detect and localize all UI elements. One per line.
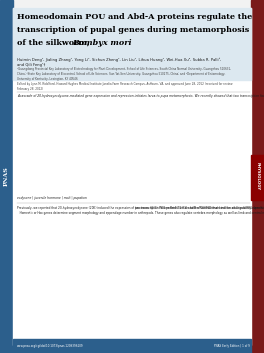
Bar bbox=[13, 8, 251, 80]
Text: ecdysone | juvenile hormone | molt | pupation: ecdysone | juvenile hormone | molt | pup… bbox=[17, 196, 87, 200]
Text: PNAS Early Edition | 1 of 9: PNAS Early Edition | 1 of 9 bbox=[214, 344, 250, 348]
Text: Edited by Lynn M. Riddiford, Howard Hughes Medical Institute Janelia Farm Resear: Edited by Lynn M. Riddiford, Howard Hugh… bbox=[17, 82, 233, 91]
Text: PHYSIOLOGY: PHYSIOLOGY bbox=[256, 162, 260, 190]
Text: PNAS: PNAS bbox=[4, 166, 9, 186]
Text: Previously, we reported that 20-hydroxyecdysone (20E) induced the expression of : Previously, we reported that 20-hydroxye… bbox=[17, 206, 264, 215]
Text: ¹Guangdong Provincial Key Laboratory of Biotechnology for Plant Development, Sch: ¹Guangdong Provincial Key Laboratory of … bbox=[17, 67, 231, 81]
Text: Huimin Deng¹, Jialing Zhang¹, Yong Li¹, Sichun Zheng¹, Lin Liu¹, Lihua Huang¹, W: Huimin Deng¹, Jialing Zhang¹, Yong Li¹, … bbox=[17, 57, 221, 67]
Bar bbox=[251, 155, 264, 200]
Text: Homeodomain POU and Abd-A proteins regulate the: Homeodomain POU and Abd-A proteins regul… bbox=[17, 13, 252, 21]
Bar bbox=[13, 339, 251, 353]
Bar bbox=[0, 0, 13, 353]
Text: www.pnas.org/cgi/doi/10.1073/pnas.1209396109: www.pnas.org/cgi/doi/10.1073/pnas.120939… bbox=[17, 344, 84, 348]
Text: transcription of pupal genes during metamorphosis: transcription of pupal genes during meta… bbox=[17, 26, 249, 34]
Bar bbox=[251, 0, 264, 353]
Text: Bombyx mori: Bombyx mori bbox=[72, 39, 131, 47]
Text: processes (4, 5). POU proteins contain both a homeodomain and an additional POU-: processes (4, 5). POU proteins contain b… bbox=[135, 206, 264, 210]
Text: of the silkworm,: of the silkworm, bbox=[17, 39, 92, 47]
Text: A cascade of 20-hydroxyecdysone-mediated gene expression and repression initiate: A cascade of 20-hydroxyecdysone-mediated… bbox=[17, 94, 264, 98]
